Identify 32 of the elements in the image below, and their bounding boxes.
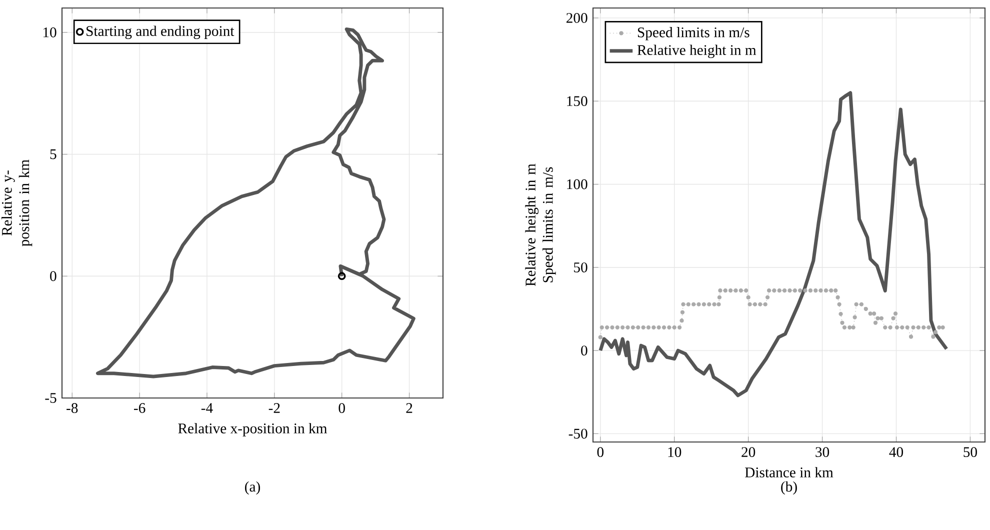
y-tick-label: 10 [43,27,56,38]
legend-label: Relative height in m [637,44,756,58]
y-tick-label: 0 [581,346,588,356]
x-tick-label: -6 [134,403,146,413]
y-tick-label: 5 [50,149,56,160]
y-axis-title: Relative y-position in km [2,160,32,246]
legend-label: Speed limits in m/s [638,27,750,40]
y-tick-label: 150 [567,96,588,106]
y-tick-label: 100 [567,179,588,190]
x-tick-label: 40 [889,447,904,458]
y-axis-title: Relative height in m Speed limits in m/s [525,164,556,286]
x-tick-label: 10 [668,447,682,458]
x-tick-label: 2 [406,403,412,413]
y-tick-label: 0 [50,271,56,282]
x-tick-label: 0 [597,447,604,458]
y-tick-label: 200 [566,13,588,23]
x-axis-title: Distance in km [745,467,834,478]
x-tick-label: -8 [66,403,78,414]
y-tick-label: -50 [568,428,588,439]
x-axis-title: Relative x-position in km [178,423,328,436]
text: (b) [781,481,797,495]
text: (a) [245,481,260,495]
y-tick-label: 50 [574,262,588,272]
x-tick-label: 20 [742,447,756,458]
legend-label: Starting and ending point [86,26,234,40]
y-tick-label: -5 [45,393,56,403]
x-tick-label: -4 [201,403,213,413]
x-tick-label: 50 [964,447,977,458]
line-series [598,91,948,398]
x-tick-label: 0 [338,403,345,414]
x-tick-label: -2 [268,403,280,413]
x-tick-label: 30 [816,447,830,458]
